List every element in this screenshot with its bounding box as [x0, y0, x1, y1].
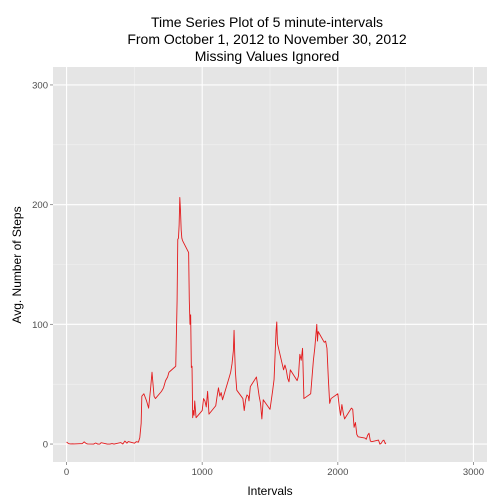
x-tick-label: 3000: [463, 467, 484, 478]
y-axis-title: Avg. Number of Steps: [10, 206, 24, 323]
grid: [53, 67, 487, 462]
y-tick-label: 200: [32, 200, 48, 211]
y-tick-label: 300: [32, 80, 48, 91]
chart-title-line-2: From October 1, 2012 to November 30, 201…: [127, 31, 407, 47]
chart-title-line-1: Time Series Plot of 5 minute-intervals: [151, 14, 383, 30]
x-tick-label: 1000: [192, 467, 213, 478]
series-layer: [66, 197, 387, 445]
x-tick-label: 0: [64, 467, 69, 478]
axis-ticks: 0 1000 2000 3000 0 100 200 300: [32, 80, 484, 478]
y-tick-label: 100: [32, 320, 48, 331]
x-axis-title: Intervals: [247, 484, 292, 498]
series-line-0: [66, 197, 387, 445]
y-tick-label: 0: [43, 440, 48, 451]
x-tick-label: 2000: [327, 467, 348, 478]
chart-title-line-3: Missing Values Ignored: [195, 48, 339, 64]
